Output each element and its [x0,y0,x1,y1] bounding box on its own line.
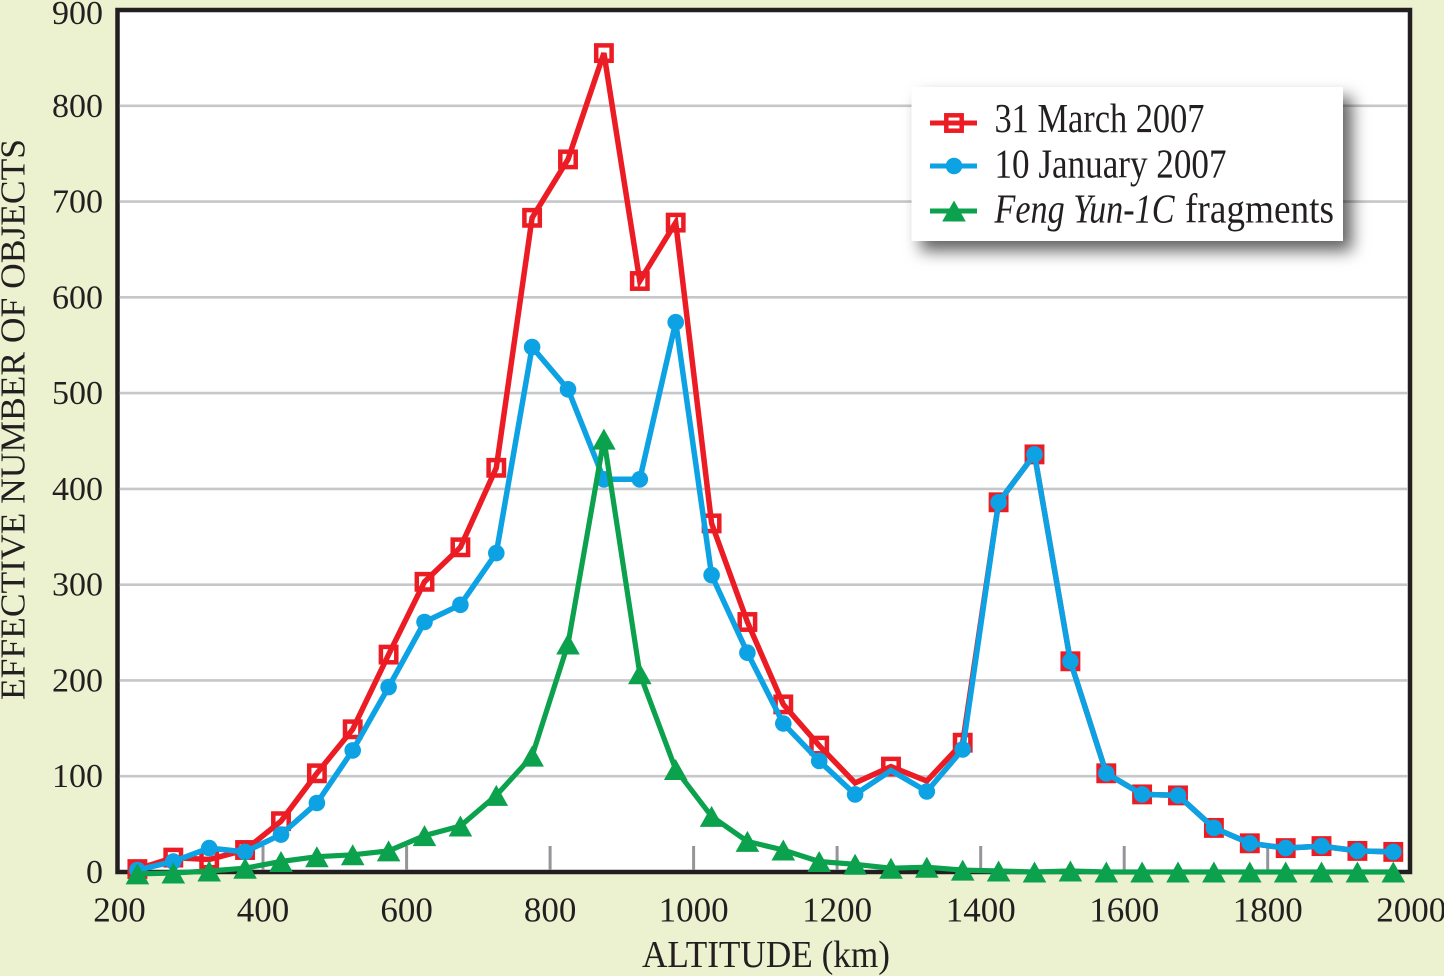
svg-text:300: 300 [52,567,103,604]
svg-text:500: 500 [52,375,103,412]
svg-text:200: 200 [52,662,103,699]
svg-text:900: 900 [52,0,103,32]
svg-text:1200: 1200 [802,891,872,930]
svg-text:Feng Yun-1C: Feng Yun-1C [994,186,1175,232]
svg-text:31 March 2007: 31 March 2007 [995,95,1205,141]
svg-text:700: 700 [52,184,103,221]
svg-text:400: 400 [52,471,103,508]
svg-text:10 January 2007: 10 January 2007 [995,141,1227,187]
svg-text:200: 200 [93,891,146,930]
svg-text:1400: 1400 [946,891,1016,930]
svg-text:800: 800 [524,891,577,930]
svg-text:600: 600 [380,891,433,930]
svg-text:800: 800 [52,88,103,125]
svg-text:EFFECTIVE NUMBER OF OBJECTS: EFFECTIVE NUMBER OF OBJECTS [0,139,33,700]
svg-text:2000: 2000 [1376,891,1444,930]
svg-text:600: 600 [52,279,103,316]
svg-text:fragments: fragments [1185,186,1334,232]
svg-text:1800: 1800 [1233,891,1303,930]
svg-text:1000: 1000 [659,891,729,930]
svg-text:ALTITUDE (km): ALTITUDE (km) [642,934,890,976]
svg-text:400: 400 [237,891,290,930]
svg-text:1600: 1600 [1089,891,1159,930]
svg-text:100: 100 [52,758,103,795]
svg-text:0: 0 [86,854,103,891]
